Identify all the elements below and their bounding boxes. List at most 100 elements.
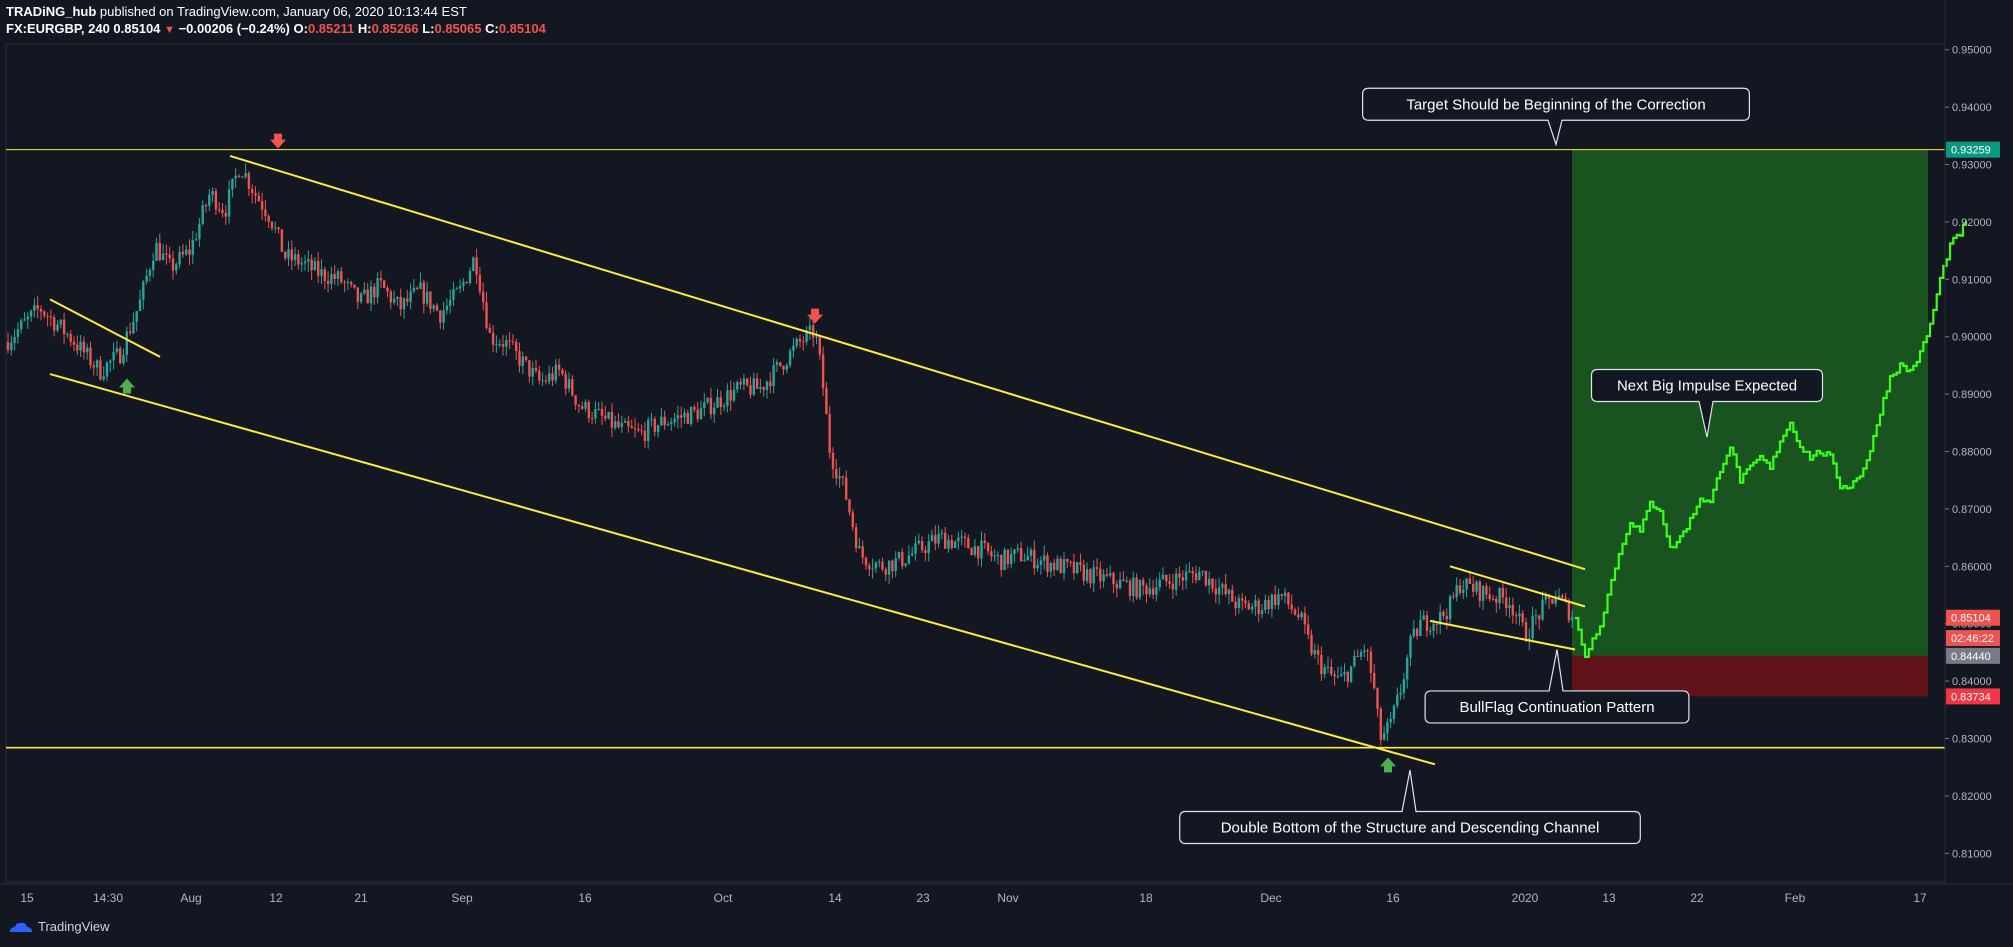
candle-body <box>168 254 171 259</box>
candle-body <box>350 281 353 285</box>
candle-body <box>993 555 996 557</box>
candle-body <box>887 560 891 575</box>
double-bottom-callout[interactable]: Double Bottom of the Structure and Desce… <box>1179 769 1641 845</box>
candle-body <box>1112 573 1115 585</box>
candle-body <box>858 546 861 549</box>
candle-body <box>1059 558 1062 574</box>
time-tick-label: 21 <box>354 891 368 905</box>
profit-zone[interactable] <box>1572 149 1928 656</box>
candle-body <box>775 362 779 365</box>
candle-body <box>574 395 577 405</box>
candle-body <box>224 212 227 217</box>
candle-body <box>1432 623 1435 631</box>
risk-reward-zone[interactable] <box>1572 149 1928 697</box>
channel-upper-trendline[interactable] <box>229 154 1586 571</box>
candle-body <box>934 535 937 544</box>
candle-body <box>1316 650 1320 655</box>
candle-body <box>66 333 69 335</box>
candle-body <box>112 351 115 361</box>
projected-price-path[interactable] <box>1575 220 1968 658</box>
trendlines[interactable] <box>49 154 1586 766</box>
candle-body <box>201 205 204 224</box>
small-flag-upper-trendline[interactable] <box>49 298 161 358</box>
symbol-name[interactable]: FX:EURGBP, 240 <box>6 21 110 36</box>
candle-body <box>1227 589 1231 594</box>
candle-body <box>1043 555 1046 561</box>
price-axis[interactable]: 0.95000 0.94000 0.93000 0.92000 0.91000 0.900… <box>1944 0 2000 884</box>
price-tick-label: 0.81000 <box>1952 848 1992 860</box>
candle-body <box>907 555 911 564</box>
candle-body <box>1036 564 1039 569</box>
candle-body <box>1353 655 1356 667</box>
candle-body <box>86 347 89 353</box>
candle-body <box>854 527 858 549</box>
candle-body <box>673 418 676 423</box>
candle-body <box>590 418 594 420</box>
candle-body <box>607 412 610 419</box>
candle-body <box>1419 619 1422 637</box>
candle-body <box>1191 571 1194 574</box>
candle-body <box>148 269 152 276</box>
candle-body <box>917 540 920 544</box>
candle-body <box>165 253 168 255</box>
candle-body <box>293 254 297 261</box>
candle-body <box>564 373 567 389</box>
candle-body <box>1392 705 1396 719</box>
candle-body <box>911 553 914 556</box>
candle-body <box>1175 573 1178 590</box>
candle-body <box>1310 634 1313 655</box>
candle-body <box>95 360 99 368</box>
candle-body <box>1069 561 1072 563</box>
horizontal-levels[interactable] <box>6 149 1945 749</box>
time-axis[interactable]: 15 14:30 Aug 12 21 Sep 16 Oct 14 23 Nov 18 Dec 16 2020… <box>20 891 1927 905</box>
candle-body <box>970 548 973 556</box>
high-value: 0.85266 <box>371 21 419 36</box>
candle-body <box>234 175 237 179</box>
candle-body <box>1366 650 1369 652</box>
candle-body <box>696 409 699 420</box>
candle-body <box>508 340 511 342</box>
candle-body <box>340 271 343 283</box>
callout-text: Double Bottom of the Structure and Desce… <box>1221 819 1600 836</box>
impulse-callout[interactable]: Next Big Impulse Expected <box>1590 368 1824 438</box>
tradingview-logo[interactable]: TradingView <box>8 919 110 934</box>
projection-path[interactable] <box>1575 220 1968 658</box>
candle-body <box>1343 671 1346 675</box>
candle-body <box>218 209 221 211</box>
bullflag-lower-trendline[interactable] <box>1429 619 1576 651</box>
candle-body <box>257 195 260 202</box>
candle-body <box>39 308 43 312</box>
channel-lower-trendline[interactable] <box>49 373 1436 766</box>
author-name[interactable]: TRADiNG_hub <box>6 4 97 19</box>
candle-body <box>320 269 323 276</box>
candle-body <box>432 305 435 309</box>
candle-body <box>501 344 505 347</box>
candle-body <box>802 341 805 343</box>
candle-body <box>13 336 16 343</box>
target-callout[interactable]: Target Should be Beginning of the Correc… <box>1362 87 1750 147</box>
bullflag-upper-trendline[interactable] <box>1449 565 1586 608</box>
bullflag-callout[interactable]: BullFlag Continuation Pattern <box>1424 649 1690 724</box>
candle-body <box>676 415 680 419</box>
candle-body <box>709 397 713 415</box>
candle-body <box>1171 583 1175 590</box>
candle-body <box>1406 657 1409 680</box>
candle-body <box>693 407 696 410</box>
candle-body <box>1326 666 1330 668</box>
callout-box <box>1179 769 1641 845</box>
candle-body <box>336 271 340 279</box>
candle-body <box>551 373 554 381</box>
annotations[interactable]: Target Should be Beginning of the Correc… <box>1179 87 1824 845</box>
candle-body <box>746 378 749 386</box>
candle-body <box>779 362 782 366</box>
candle-body <box>307 259 310 262</box>
candle-body <box>26 316 29 320</box>
candle-body <box>1389 718 1392 723</box>
candle-body <box>1363 650 1366 653</box>
stop-zone[interactable] <box>1572 655 1928 697</box>
candle-body <box>627 420 630 427</box>
candle-body <box>465 282 468 284</box>
candle-body <box>831 452 835 469</box>
candle-body <box>960 536 963 538</box>
